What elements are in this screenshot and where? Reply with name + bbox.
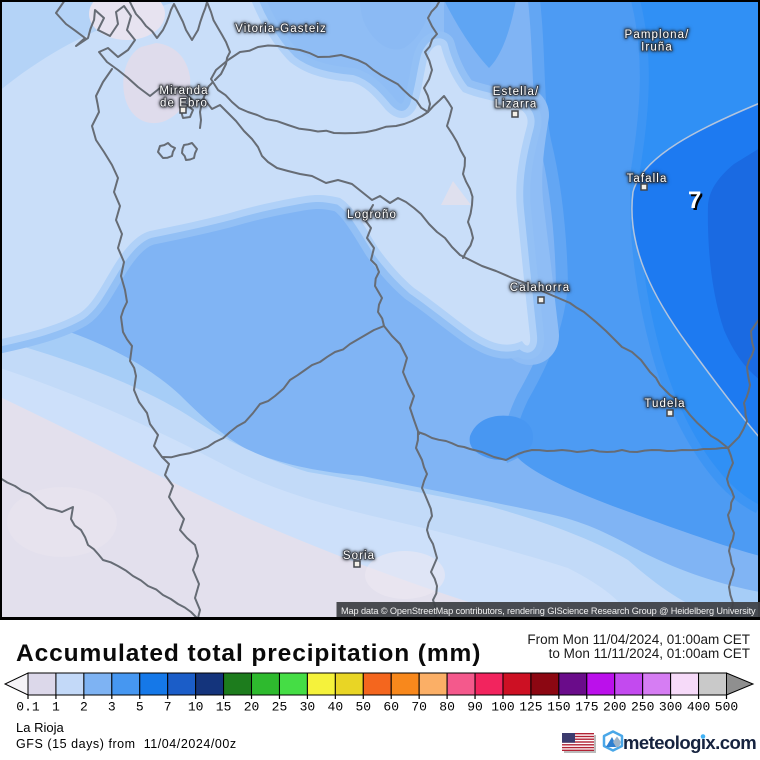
svg-text:Soria: Soria	[343, 550, 375, 562]
svg-text:de Ebro: de Ebro	[160, 98, 208, 110]
svg-text:7: 7	[690, 189, 703, 216]
svg-text:60: 60	[383, 700, 399, 715]
svg-text:70: 70	[411, 700, 427, 715]
svg-text:40: 40	[328, 700, 344, 715]
svg-text:15: 15	[216, 700, 232, 715]
svg-text:30: 30	[300, 700, 316, 715]
svg-text:25: 25	[272, 700, 288, 715]
svg-text:90: 90	[467, 700, 483, 715]
svg-text:7: 7	[164, 700, 172, 715]
svg-text:200: 200	[603, 700, 626, 715]
svg-text:2: 2	[80, 700, 88, 715]
svg-text:meteologix.com: meteologix.com	[623, 732, 756, 753]
svg-text:0.1: 0.1	[16, 700, 40, 715]
svg-text:Pamplona/: Pamplona/	[625, 29, 690, 41]
svg-text:Tafalla: Tafalla	[627, 173, 668, 185]
svg-text:50: 50	[355, 700, 371, 715]
svg-text:20: 20	[244, 700, 260, 715]
svg-text:Lizarra: Lizarra	[495, 99, 538, 111]
svg-text:7: 7	[688, 187, 701, 214]
svg-text:10: 10	[188, 700, 204, 715]
svg-text:5: 5	[136, 700, 144, 715]
svg-text:Vitoria-Gasteiz: Vitoria-Gasteiz	[235, 23, 327, 35]
svg-text:Map data © OpenStreetMap contr: Map data © OpenStreetMap contributors, r…	[341, 606, 756, 616]
svg-text:175: 175	[575, 700, 598, 715]
svg-text:100: 100	[491, 700, 514, 715]
svg-text:500: 500	[715, 700, 738, 715]
svg-text:3: 3	[108, 700, 116, 715]
svg-text:150: 150	[547, 700, 570, 715]
svg-text:1: 1	[52, 700, 60, 715]
svg-text:400: 400	[687, 700, 710, 715]
svg-text:125: 125	[519, 700, 542, 715]
svg-text:Calahorra: Calahorra	[510, 282, 570, 294]
svg-text:Iruña: Iruña	[641, 42, 673, 54]
svg-text:Miranda: Miranda	[159, 85, 208, 97]
svg-text:Tudela: Tudela	[644, 398, 685, 410]
svg-text:250: 250	[631, 700, 654, 715]
svg-text:300: 300	[659, 700, 682, 715]
svg-text:Estella/: Estella/	[493, 86, 540, 98]
svg-text:Logroño: Logroño	[347, 209, 397, 221]
svg-text:80: 80	[439, 700, 455, 715]
